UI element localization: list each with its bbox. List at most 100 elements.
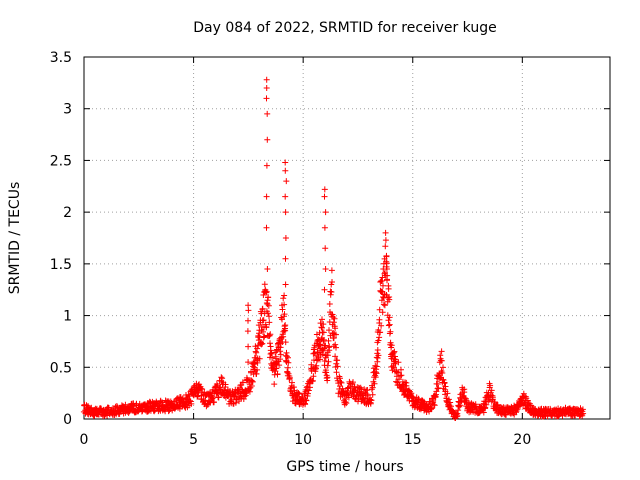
- data-point: [408, 390, 415, 397]
- data-point: [391, 348, 398, 355]
- data-point: [375, 337, 382, 344]
- data-point: [381, 302, 388, 309]
- data-point: [434, 385, 441, 392]
- data-point: [383, 253, 390, 260]
- data-point: [260, 334, 267, 341]
- plot-frame: [83, 56, 611, 420]
- data-point: [382, 237, 389, 244]
- data-point: [186, 397, 193, 404]
- data-point: [259, 340, 266, 347]
- data-point: [282, 159, 289, 166]
- data-point: [280, 295, 287, 302]
- data-point: [249, 378, 256, 385]
- data-point: [441, 380, 448, 387]
- data-point: [265, 310, 271, 317]
- data-point: [236, 398, 242, 405]
- data-point: [263, 95, 270, 102]
- data-point: [393, 369, 400, 376]
- data-point: [282, 327, 289, 334]
- data-point: [369, 384, 376, 391]
- data-point: [445, 396, 452, 403]
- data-point: [252, 348, 259, 355]
- x-tick-label: 15: [404, 432, 422, 448]
- data-point: [435, 385, 442, 391]
- data-point: [263, 85, 270, 91]
- data-point: [244, 328, 251, 335]
- data-point: [318, 324, 325, 331]
- data-point: [282, 339, 289, 346]
- data-point: [285, 359, 292, 366]
- data-point: [385, 285, 392, 292]
- data-point: [320, 329, 327, 336]
- data-point: [319, 316, 325, 323]
- data-point: [317, 320, 324, 327]
- data-point: [330, 319, 337, 326]
- data-point: [482, 404, 489, 411]
- data-point: [282, 322, 289, 329]
- data-point: [388, 342, 395, 349]
- data-point: [327, 291, 334, 298]
- data-point: [395, 359, 402, 366]
- data-point: [326, 301, 333, 307]
- data-point: [255, 332, 262, 339]
- data-point: [386, 321, 393, 328]
- data-point: [386, 294, 393, 300]
- data-point: [383, 258, 390, 265]
- data-point: [232, 399, 239, 406]
- data-point: [324, 362, 331, 369]
- data-point: [263, 193, 270, 200]
- data-point: [379, 274, 386, 281]
- axis-ticks: [83, 56, 610, 420]
- data-point: [439, 370, 446, 376]
- data-point: [447, 399, 454, 406]
- data-point: [397, 372, 404, 379]
- data-point: [261, 281, 268, 288]
- data-point: [321, 286, 328, 293]
- data-point: [322, 266, 329, 272]
- data-point: [307, 384, 313, 391]
- data-point: [333, 369, 340, 376]
- data-point: [211, 399, 217, 406]
- data-point: [401, 392, 407, 398]
- data-point: [444, 390, 451, 397]
- data-point: [254, 366, 261, 373]
- data-point: [281, 301, 288, 308]
- data-point: [98, 405, 104, 412]
- data-point: [269, 354, 276, 361]
- data-point: [342, 399, 349, 405]
- data-point: [373, 370, 380, 377]
- data-point: [333, 331, 339, 338]
- y-tick-label: 3.5: [50, 50, 72, 66]
- data-point: [395, 376, 402, 383]
- data-point: [245, 317, 251, 324]
- data-point: [245, 302, 252, 309]
- data-point: [488, 387, 495, 394]
- data-point: [282, 193, 289, 200]
- data-point: [398, 372, 405, 379]
- x-tick-label: 20: [513, 432, 531, 448]
- data-point: [282, 255, 289, 262]
- data-point: [398, 366, 404, 373]
- data-point: [440, 364, 446, 371]
- data-point: [253, 370, 260, 377]
- data-point: [305, 387, 312, 394]
- data-point: [251, 360, 258, 367]
- data-point: [428, 406, 434, 413]
- data-point: [321, 193, 328, 200]
- data-point: [254, 345, 261, 352]
- data-point: [217, 386, 223, 393]
- data-point: [329, 311, 336, 318]
- data-point: [338, 379, 345, 386]
- data-point: [430, 397, 437, 404]
- data-point: [245, 343, 252, 350]
- data-point: [263, 162, 270, 169]
- data-point: [308, 361, 315, 368]
- data-point: [276, 362, 283, 369]
- data-point: [334, 357, 341, 364]
- data-point: [321, 224, 328, 231]
- data-point: [266, 319, 273, 326]
- data-point: [374, 347, 381, 353]
- data-point: [387, 328, 394, 335]
- data-point: [369, 391, 376, 398]
